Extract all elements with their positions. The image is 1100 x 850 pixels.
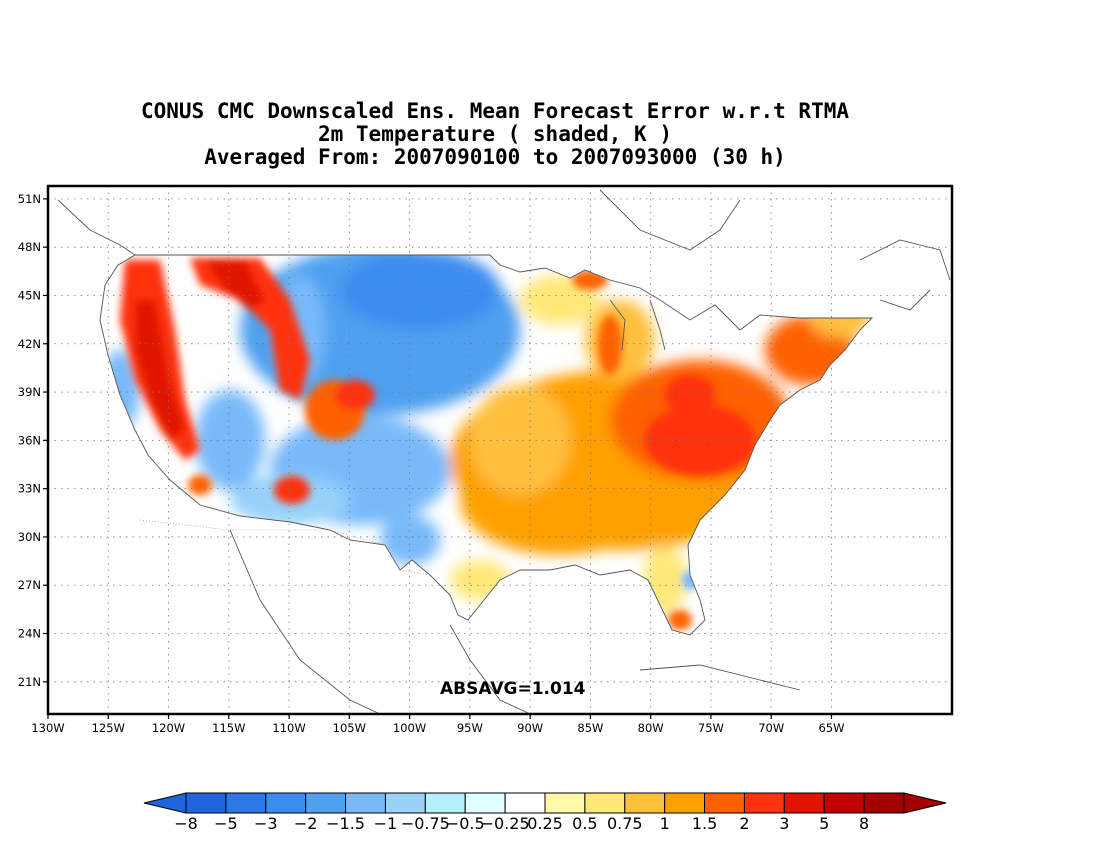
colorbar-label: 0.75	[607, 814, 643, 833]
colorbar: −8 −5 −3 −2 −1.5 −1 −0.75−0.5−0.250.25 0.5 0.75 1…	[143, 792, 947, 833]
coastlines	[57, 189, 951, 715]
title-line-1: CONUS CMC Downscaled Ens. Mean Forecast …	[140, 99, 849, 123]
colorbar-label: 0.25	[527, 814, 563, 833]
colorbar-label: 8	[859, 814, 869, 833]
colorbar-label: −1	[374, 814, 398, 833]
lon-tick-label: 85W	[577, 721, 603, 735]
lat-tick-label: 48N	[18, 240, 41, 254]
colorbar-swatch	[823, 792, 865, 814]
lon-tick-label: 80W	[638, 721, 664, 735]
colorbar-swatch	[225, 792, 267, 814]
colorbar-swatch	[504, 792, 546, 814]
colorbar-label: 5	[819, 814, 829, 833]
lat-tick-label: 21N	[18, 675, 41, 689]
colorbar-label: −5	[214, 814, 238, 833]
colorbar-swatch	[185, 792, 227, 814]
colorbar-label: 2	[739, 814, 749, 833]
absavg-statistic: ABSAVG=1.014	[440, 679, 586, 699]
colorbar-swatch	[464, 792, 506, 814]
colorbar-label: −2	[294, 814, 318, 833]
lon-tick-label: 130W	[31, 721, 64, 735]
colorbar-swatch	[664, 792, 706, 814]
colorbar-swatch	[345, 792, 386, 814]
lat-tick-label: 33N	[18, 482, 41, 496]
colorbar-swatch	[624, 792, 666, 814]
colorbar-swatch	[704, 792, 745, 814]
map-frame	[46, 184, 954, 716]
latitude-tick-labels: 51N 48N 45N 42N 39N 36N 33N 30N 27N 24N 21N	[18, 192, 41, 689]
colorbar-swatch	[544, 792, 586, 814]
lat-tick-label: 24N	[18, 627, 41, 641]
colorbar-label: −8	[174, 814, 198, 833]
colorbar-label: 3	[779, 814, 789, 833]
lat-tick-label: 27N	[18, 578, 41, 592]
colorbar-under-arrow	[143, 792, 187, 814]
colorbar-label: 0.5	[572, 814, 597, 833]
title-block: CONUS CMC Downscaled Ens. Mean Forecast …	[0, 100, 990, 169]
lon-tick-label: 65W	[818, 721, 844, 735]
lon-tick-label: 115W	[212, 721, 245, 735]
lat-tick-label: 45N	[18, 288, 41, 302]
lon-tick-label: 125W	[92, 721, 125, 735]
lon-tick-label: 105W	[333, 721, 366, 735]
colorbar-label: −3	[254, 814, 278, 833]
colorbar-swatch	[305, 792, 347, 814]
lon-tick-label: 70W	[758, 721, 784, 735]
colorbar-swatch	[384, 792, 426, 814]
lat-tick-label: 30N	[18, 530, 41, 544]
lon-tick-label: 95W	[457, 721, 483, 735]
lon-tick-label: 110W	[272, 721, 305, 735]
colorbar-swatch	[743, 792, 785, 814]
colorbar-label: 1.5	[692, 814, 717, 833]
colorbar-swatch	[863, 792, 905, 814]
lat-tick-label: 51N	[18, 192, 41, 206]
lon-tick-label: 120W	[152, 721, 185, 735]
colorbar-swatch	[265, 792, 307, 814]
colorbar-swatch	[783, 792, 825, 814]
lon-tick-label: 90W	[517, 721, 543, 735]
colorbar-over-arrow	[903, 792, 947, 814]
colorbar-swatch	[584, 792, 626, 814]
colorbar-label: −0.5	[446, 814, 485, 833]
colorbar-label: −1.5	[326, 814, 365, 833]
lat-tick-label: 39N	[18, 385, 41, 399]
longitude-tick-labels: 130W 125W 120W 115W 110W 105W 100W 95W 90W 85W 80W…	[31, 721, 844, 735]
colorbar-label: 1	[660, 814, 670, 833]
title-line-2: 2m Temperature ( shaded, K )	[317, 122, 672, 146]
border-lines	[139, 519, 431, 576]
colorbar-swatch	[424, 792, 466, 814]
lat-tick-label: 36N	[18, 433, 41, 447]
colorbar-label: −0.25	[481, 814, 530, 833]
lat-tick-label: 42N	[18, 337, 41, 351]
title-line-3: Averaged From: 2007090100 to 2007093000 …	[204, 145, 786, 169]
colorbar-label: −0.75	[401, 814, 450, 833]
lon-tick-label: 100W	[393, 721, 426, 735]
lon-tick-label: 75W	[698, 721, 724, 735]
graticule	[43, 186, 952, 719]
